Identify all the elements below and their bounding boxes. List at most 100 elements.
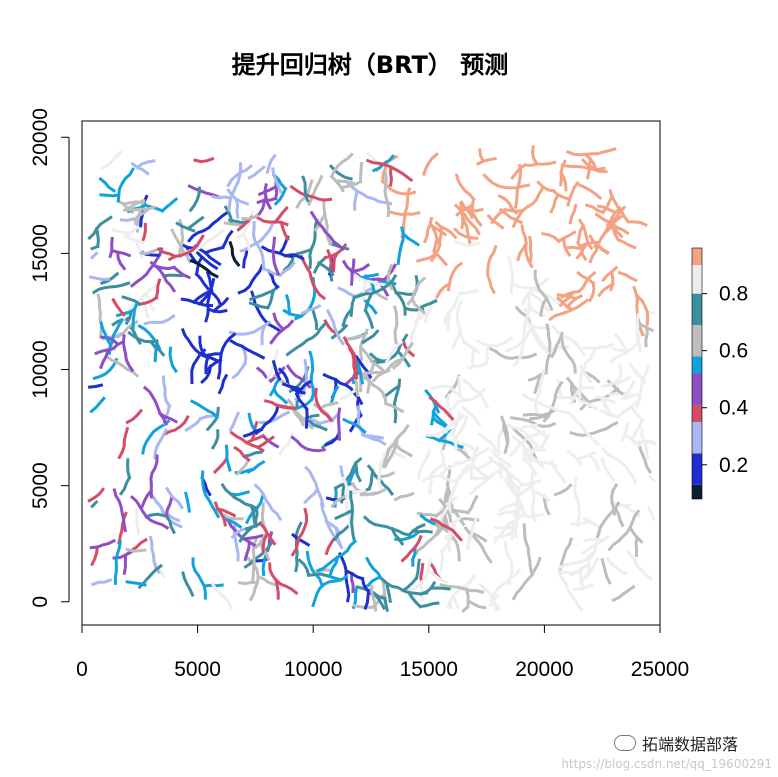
stream-segment xyxy=(224,444,232,472)
stream-segment xyxy=(551,188,572,201)
stream-segment xyxy=(529,414,551,421)
stream-segment xyxy=(455,387,486,405)
stream-segment xyxy=(597,281,615,298)
stream-segment xyxy=(569,420,619,437)
stream-segment xyxy=(228,320,272,336)
stream-segment xyxy=(240,344,248,366)
stream-segment xyxy=(237,580,259,586)
chart-title: 提升回归树（BRT） 预测 xyxy=(232,51,508,79)
stream-segment xyxy=(153,341,159,363)
stream-segment xyxy=(186,215,205,231)
stream-segment xyxy=(416,511,439,518)
stream-segment xyxy=(277,261,296,278)
stream-segment xyxy=(349,295,357,317)
stream-segment xyxy=(617,270,638,283)
stream-segment xyxy=(503,208,525,213)
stream-segment xyxy=(615,400,639,420)
stream-segment xyxy=(125,580,147,587)
stream-segment xyxy=(587,281,596,303)
stream-segment xyxy=(334,179,356,186)
stream-segment xyxy=(200,364,213,385)
stream-segment xyxy=(583,152,598,171)
stream-segment xyxy=(388,165,394,187)
legend-swatch xyxy=(692,356,702,374)
stream-segment xyxy=(400,534,423,563)
stream-segment xyxy=(211,194,233,200)
stream-segment xyxy=(610,500,632,508)
stream-segment xyxy=(257,194,268,216)
stream-segment xyxy=(383,437,400,469)
stream-segment xyxy=(417,299,438,311)
stream-segment xyxy=(337,286,358,299)
stream-segment xyxy=(148,535,161,575)
stream-segment xyxy=(613,506,625,528)
stream-segment xyxy=(282,252,296,272)
stream-segment xyxy=(352,274,398,300)
stream-segment xyxy=(256,215,289,227)
stream-segment xyxy=(382,596,389,612)
stream-segment xyxy=(567,411,600,447)
stream-segment xyxy=(330,323,349,340)
stream-segment xyxy=(523,160,557,167)
stream-segment xyxy=(115,307,137,318)
stream-segment xyxy=(384,340,404,364)
stream-segment xyxy=(294,379,312,397)
stream-segment xyxy=(148,339,166,357)
stream-segment xyxy=(536,432,551,452)
stream-segment xyxy=(210,429,220,450)
stream-segment xyxy=(557,572,584,612)
stream-segment xyxy=(165,486,185,510)
stream-segment xyxy=(271,236,281,276)
stream-segment xyxy=(349,490,356,542)
stream-segment xyxy=(315,539,358,573)
stream-segment xyxy=(457,375,462,398)
stream-segment xyxy=(620,393,642,401)
stream-segment xyxy=(363,588,371,610)
stream-segment xyxy=(188,186,201,213)
stream-segment xyxy=(441,428,447,451)
stream-segment xyxy=(268,562,299,596)
stream-segment xyxy=(233,445,251,462)
stream-segment xyxy=(470,462,489,479)
stream-segment xyxy=(629,404,645,423)
stream-segment xyxy=(439,461,459,476)
stream-segment xyxy=(647,474,657,483)
stream-segment xyxy=(144,512,166,519)
stream-segment xyxy=(431,384,453,390)
stream-segment xyxy=(350,258,356,286)
stream-segment xyxy=(419,562,425,585)
stream-segment xyxy=(636,294,650,326)
stream-segment xyxy=(438,502,452,523)
stream-segment xyxy=(122,205,157,212)
stream-segment xyxy=(117,426,130,460)
stream-segment xyxy=(237,264,265,295)
stream-segment xyxy=(268,376,282,397)
stream-segment xyxy=(550,332,564,359)
stream-segment xyxy=(313,387,334,423)
stream-segment xyxy=(470,346,476,369)
stream-segment xyxy=(454,240,482,247)
stream-segment xyxy=(382,384,402,399)
stream-segment xyxy=(640,427,650,460)
stream-segment xyxy=(500,415,510,455)
stream-segment xyxy=(142,385,168,426)
stream-segment xyxy=(601,265,619,283)
stream-segment xyxy=(391,341,415,370)
stream-segment xyxy=(100,335,121,347)
stream-segment xyxy=(583,537,605,543)
stream-segment xyxy=(429,242,442,263)
stream-segment xyxy=(430,415,450,431)
stream-segment xyxy=(362,296,378,315)
stream-segment xyxy=(339,387,359,402)
stream-segment xyxy=(361,329,380,345)
stream-segment xyxy=(496,428,505,456)
stream-segment xyxy=(363,370,385,375)
stream-segment xyxy=(507,254,515,294)
stream-segment xyxy=(447,411,462,437)
stream-segment xyxy=(263,399,297,410)
stream-segment xyxy=(99,321,113,348)
stream-segment xyxy=(488,346,538,360)
stream-segment xyxy=(477,432,499,454)
stream-segment xyxy=(261,554,268,577)
